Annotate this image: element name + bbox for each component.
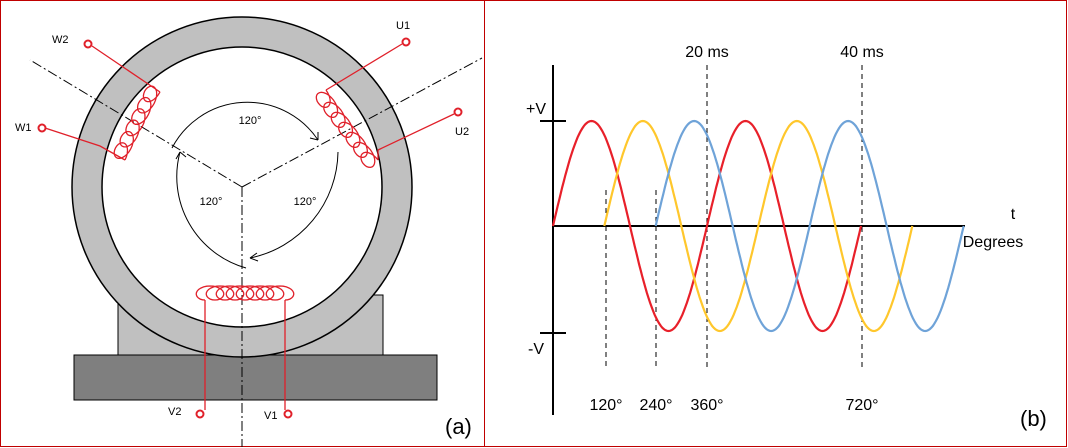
degree-label: 360° [690, 397, 723, 414]
axis-lines [29, 57, 483, 447]
terminal-label: U1 [396, 20, 410, 32]
terminal [283, 409, 293, 419]
angle-label: 120° [294, 196, 317, 208]
terminal-label: W1 [15, 122, 32, 134]
coil [113, 85, 161, 161]
arc [171, 101, 319, 149]
phase-wave [603, 119, 914, 333]
arc [176, 151, 247, 269]
plus-v: +V [526, 101, 546, 118]
t-label: t [1011, 206, 1016, 223]
arc [249, 151, 339, 259]
terminal [401, 37, 411, 47]
axes [540, 65, 965, 415]
degree-label: 720° [845, 397, 878, 414]
panel-b-border [484, 0, 1067, 447]
time-label: 40 ms [840, 44, 884, 61]
terminal [453, 107, 463, 117]
panel-a: 120° 120° 120° W2 W1 U1 U2 V2 V1 (a) [15, 16, 483, 447]
panel-label: (a) [445, 414, 472, 439]
coil [315, 89, 379, 169]
terminal-label: V2 [168, 406, 181, 418]
panel-label: (b) [1020, 406, 1047, 431]
minus-v: -V [528, 341, 544, 358]
terminal-label: U2 [455, 126, 469, 138]
terminal-label: W2 [52, 34, 69, 46]
angle-label: 120° [239, 115, 262, 127]
degree-label: 240° [639, 397, 672, 414]
phase-wave [551, 119, 863, 333]
terminal [83, 39, 93, 49]
panel-b: +V -V t Degrees 20 ms 40 ms 120° 240° 36… [526, 44, 1047, 431]
terminal [37, 123, 47, 133]
coil [195, 285, 295, 301]
arrowheads [175, 132, 319, 262]
base [73, 354, 438, 401]
time-label: 20 ms [685, 44, 729, 61]
degree-label: 120° [589, 397, 622, 414]
angle-label: 120° [200, 196, 223, 208]
phase-wave [654, 119, 965, 333]
terminal [195, 409, 205, 419]
marker-lines [605, 65, 863, 370]
terminal-label: V1 [264, 410, 277, 422]
degrees-label: Degrees [963, 234, 1023, 251]
wires [44, 43, 455, 410]
